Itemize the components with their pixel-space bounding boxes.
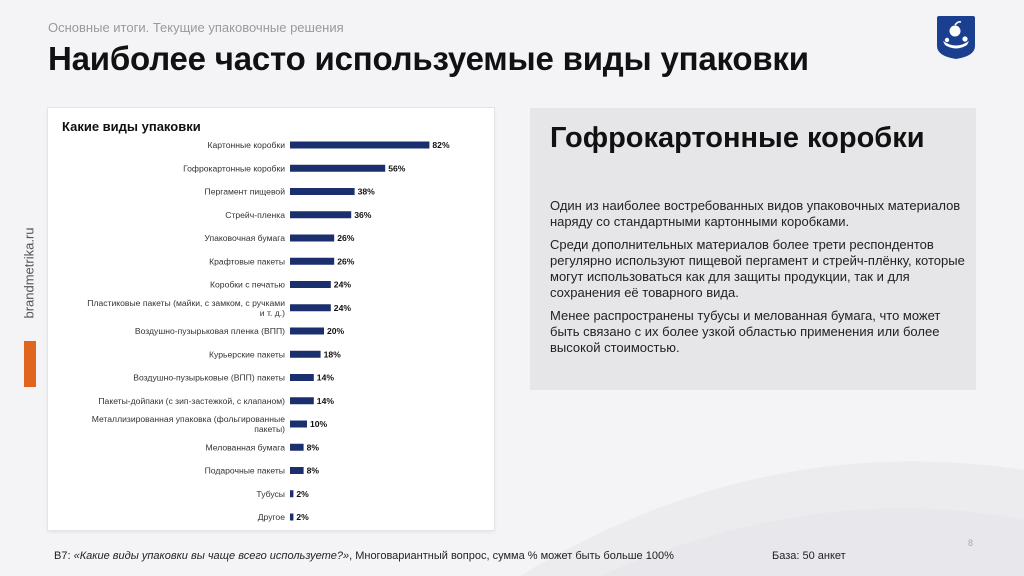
bar (290, 281, 331, 288)
panel-paragraph: Менее распространены тубусы и мелованная… (550, 308, 941, 355)
panel-paragraph: Один из наиболее востребованных видов уп… (550, 198, 961, 229)
bar (290, 141, 430, 149)
sample-base: База: 50 анкет (772, 550, 846, 562)
panel-paragraph: Среди дополнительных материалов более тр… (550, 237, 965, 300)
bar (290, 257, 335, 265)
bar (290, 327, 324, 335)
category-label: Пластиковые пакеты (майки, с замком, с р… (87, 298, 285, 318)
footnote-question: «Какие виды упаковки вы чаще всего испол… (73, 550, 350, 562)
side-brand-label: brandmetrika.ru (21, 227, 37, 319)
category-label: Пакеты-дойпаки (с зип-застежкой, с клапа… (98, 396, 285, 406)
bar (290, 397, 314, 405)
footnote: В7: «Какие виды упаковки вы чаще всего и… (54, 550, 674, 562)
category-label: Стрейч-пленка (225, 210, 285, 220)
value-label: 18% (324, 349, 342, 359)
footnote-note: , Многовариантный вопрос, сумма % может … (349, 550, 674, 562)
bar (290, 234, 335, 242)
panel-heading: Гофрокартонные коробки (550, 122, 925, 154)
value-label: 2% (296, 512, 309, 522)
category-label: Коробки с печатью (210, 280, 286, 290)
value-label: 38% (358, 187, 376, 197)
chart-card: Какие виды упаковки Картонные коробки 82%… (48, 108, 494, 530)
category-label: Упаковочная бумага (204, 233, 285, 243)
page-title: Наиболее часто используемые виды упаковк… (48, 40, 809, 77)
bar (290, 467, 304, 474)
category-label: Пергамент пищевой (205, 187, 286, 197)
footnote-prefix: В7: (54, 550, 74, 562)
bar (290, 188, 355, 195)
value-label: 2% (296, 489, 309, 499)
value-label: 14% (317, 373, 335, 383)
bar (290, 443, 304, 451)
value-label: 24% (334, 303, 352, 313)
value-label: 36% (354, 210, 372, 220)
value-label: 82% (432, 140, 450, 150)
category-label: Гофрокартонные коробки (183, 163, 285, 173)
category-label: Тубусы (256, 489, 285, 499)
bar (290, 350, 321, 358)
category-label: Курьерские пакеты (209, 349, 285, 359)
category-label: Металлизированная упаковка (фольгированн… (92, 414, 286, 434)
value-label: 8% (307, 466, 320, 476)
bar (290, 513, 294, 521)
category-label: Мелованная бумага (205, 442, 285, 452)
bar (290, 374, 314, 381)
bar (290, 304, 331, 312)
page-number: 8 (968, 538, 974, 548)
value-label: 10% (310, 419, 328, 429)
category-label: Картонные коробки (207, 140, 285, 150)
brand-logo (937, 16, 975, 59)
side-accent-bar (24, 341, 36, 387)
category-label: Подарочные пакеты (205, 466, 285, 476)
panel-body: Один из наиболее востребованных видов уп… (550, 198, 970, 363)
chart-title: Какие виды упаковки (62, 119, 201, 134)
category-label: Воздушно-пузырьковая пленка (ВПП) (135, 326, 285, 336)
value-label: 14% (317, 396, 335, 406)
bar (290, 164, 386, 172)
category-label: Воздушно-пузырьковые (ВПП) пакеты (133, 373, 285, 383)
value-label: 56% (388, 163, 406, 173)
bar (290, 420, 307, 428)
insight-panel: Гофрокартонные коробки Один из наиболее … (530, 108, 976, 390)
bar-chart: Картонные коробки 82% Гофрокартонные короб… (87, 140, 450, 522)
bar (290, 490, 294, 498)
bar (290, 211, 352, 219)
value-label: 26% (337, 233, 355, 243)
value-label: 26% (337, 256, 355, 266)
category-label: Другое (258, 512, 286, 522)
category-label: Крафтовые пакеты (209, 256, 285, 266)
value-label: 24% (334, 280, 352, 290)
value-label: 8% (307, 442, 320, 452)
value-label: 20% (327, 326, 345, 336)
section-subtitle: Основные итоги. Текущие упаковочные реше… (48, 20, 344, 35)
